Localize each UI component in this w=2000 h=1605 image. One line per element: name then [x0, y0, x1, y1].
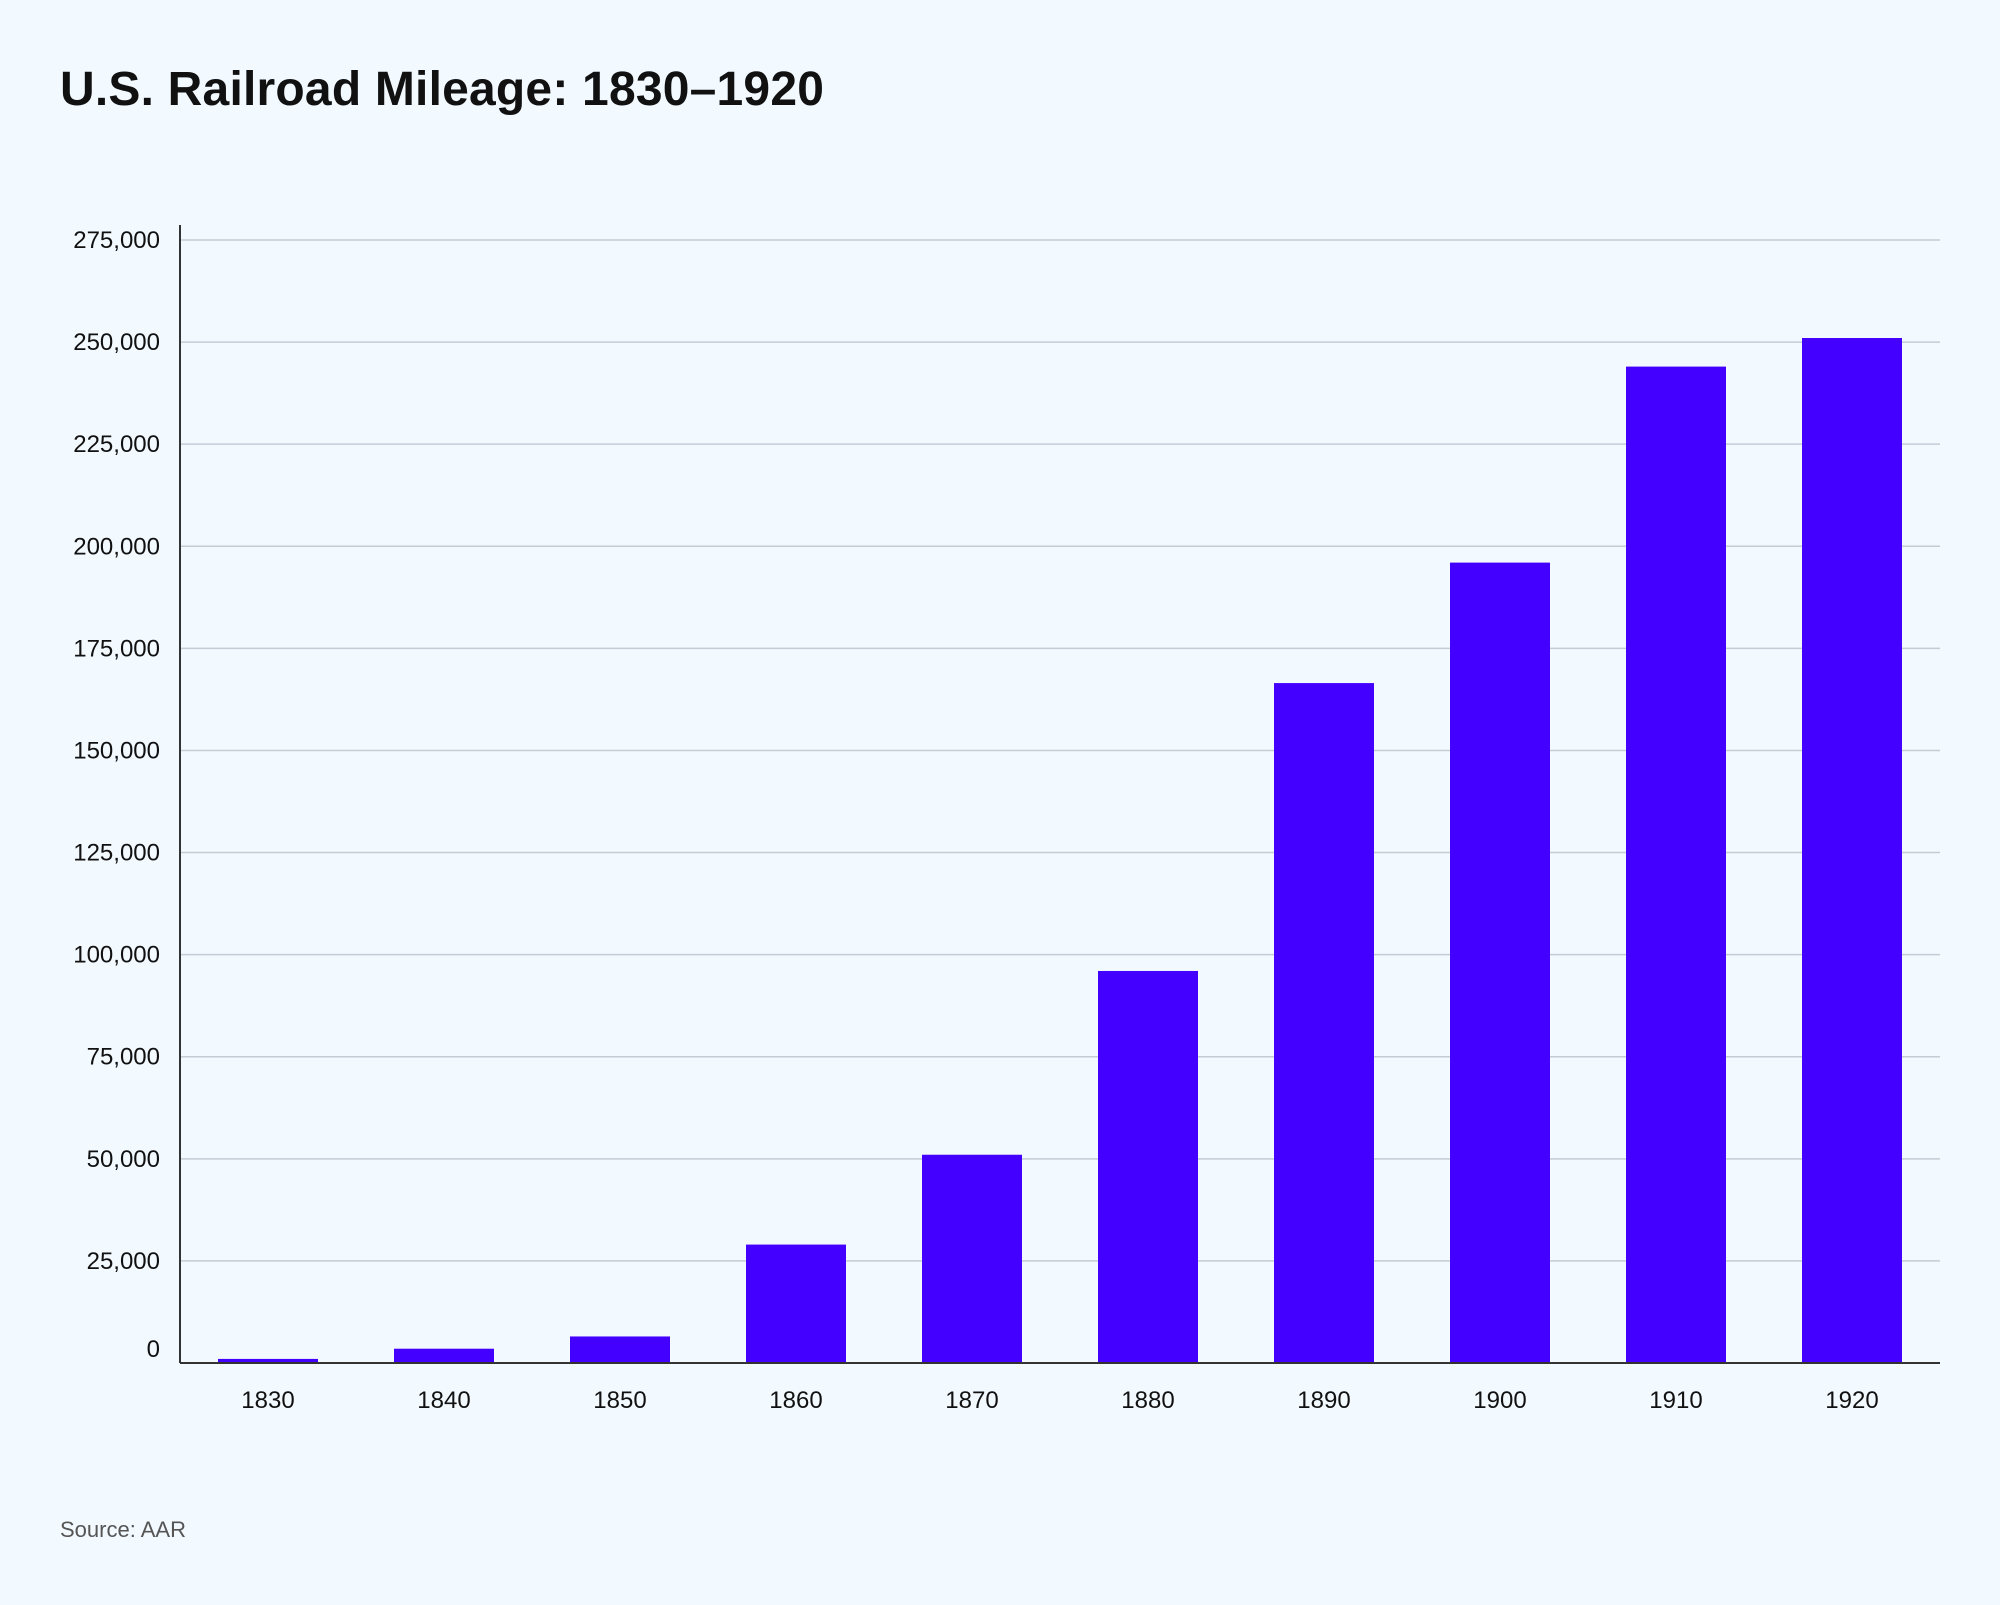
x-tick-labels: 1830 1840 1850 1860 1870 1880 1890 1900 1910 1920 — [241, 1387, 1878, 1414]
gridlines — [180, 239, 1940, 1262]
y-tick-label: 125,000 — [73, 840, 160, 867]
x-tick-label: 1860 — [769, 1387, 822, 1414]
y-tick-label: 75,000 — [87, 1044, 160, 1071]
bar-1880 — [1098, 970, 1198, 1363]
bar-1870 — [922, 1154, 1022, 1363]
y-tick-label: 200,000 — [73, 533, 160, 560]
x-tick-label: 1830 — [241, 1387, 294, 1414]
bar-1910 — [1626, 366, 1726, 1363]
bar-1850 — [570, 1336, 670, 1363]
y-tick-label: 225,000 — [73, 431, 160, 458]
x-tick-label: 1900 — [1473, 1387, 1526, 1414]
y-tick-label: 25,000 — [87, 1248, 160, 1275]
bar-1890 — [1274, 683, 1374, 1363]
x-tick-label: 1870 — [945, 1387, 998, 1414]
bar-1830 — [218, 1358, 318, 1363]
x-tick-label: 1840 — [417, 1387, 470, 1414]
bar-1920 — [1802, 338, 1902, 1363]
x-tick-label: 1910 — [1649, 1387, 1702, 1414]
x-tick-label: 1880 — [1121, 1387, 1174, 1414]
y-tick-labels: 0 25,000 50,000 75,000 100,000 125,000 150,000… — [73, 227, 160, 1363]
x-tick-label: 1850 — [593, 1387, 646, 1414]
bar-1900 — [1450, 562, 1550, 1363]
bar-1840 — [394, 1348, 494, 1363]
bar-1860 — [746, 1244, 846, 1363]
y-tick-label: 50,000 — [87, 1146, 160, 1173]
bar-chart: 0 25,000 50,000 75,000 100,000 125,000 150,000… — [73, 225, 1940, 1414]
y-tick-label: 0 — [147, 1336, 160, 1363]
x-tick-label: 1890 — [1297, 1387, 1350, 1414]
y-tick-label: 100,000 — [73, 942, 160, 969]
axes — [179, 225, 1940, 1364]
y-tick-label: 250,000 — [73, 329, 160, 356]
y-tick-label: 175,000 — [73, 635, 160, 662]
source-note: Source: AAR — [60, 1517, 186, 1542]
bars — [218, 338, 1902, 1363]
chart-title: U.S. Railroad Mileage: 1830–1920 — [60, 63, 825, 116]
y-tick-label: 275,000 — [73, 227, 160, 254]
x-tick-label: 1920 — [1825, 1387, 1878, 1414]
y-tick-label: 150,000 — [73, 737, 160, 764]
